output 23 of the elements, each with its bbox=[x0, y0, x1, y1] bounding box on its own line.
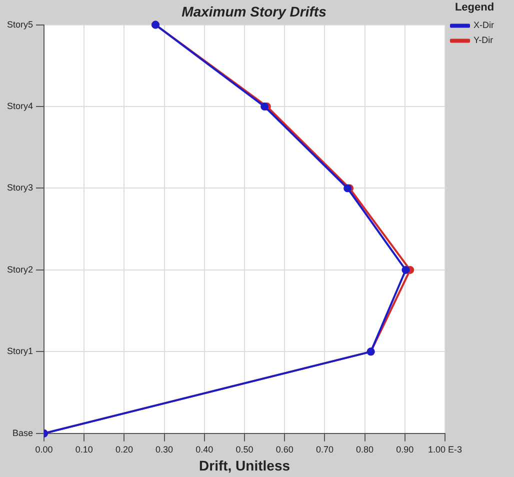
x-tick-label: 0.90 bbox=[396, 444, 414, 454]
x-tick-label: 0.40 bbox=[196, 444, 214, 454]
x-tick-label: 0.50 bbox=[236, 444, 254, 454]
y-tick-label: Story3 bbox=[6, 182, 34, 193]
x-tick-label: 0.00 bbox=[35, 444, 53, 454]
x-tick-label: 0.60 bbox=[276, 444, 294, 454]
x-tick-label: 0.70 bbox=[316, 444, 334, 454]
x-tick-label: 0.10 bbox=[75, 444, 93, 454]
y-tick-label: Story5 bbox=[6, 19, 34, 30]
x-tick-label: 0.30 bbox=[156, 444, 174, 454]
y-tick-label: Story2 bbox=[6, 264, 34, 274]
legend-label: X-Dir bbox=[474, 20, 494, 30]
x-tick-label: 1.00 E-3 bbox=[428, 444, 462, 454]
x-tick-label: 0.20 bbox=[115, 444, 133, 454]
point bbox=[402, 266, 410, 274]
y-tick-label: Story1 bbox=[6, 346, 34, 356]
x-axis-title: Drift, Unitless bbox=[199, 457, 290, 474]
y-tick-label: Base bbox=[12, 428, 34, 438]
x-tick-label: 0.80 bbox=[356, 444, 374, 454]
y-tick-label: Story4 bbox=[6, 101, 34, 112]
legend-label: Y-Dir bbox=[474, 35, 494, 46]
legend-title: Legend bbox=[454, 2, 494, 14]
chart-title: Maximum Story Drifts bbox=[182, 3, 327, 20]
